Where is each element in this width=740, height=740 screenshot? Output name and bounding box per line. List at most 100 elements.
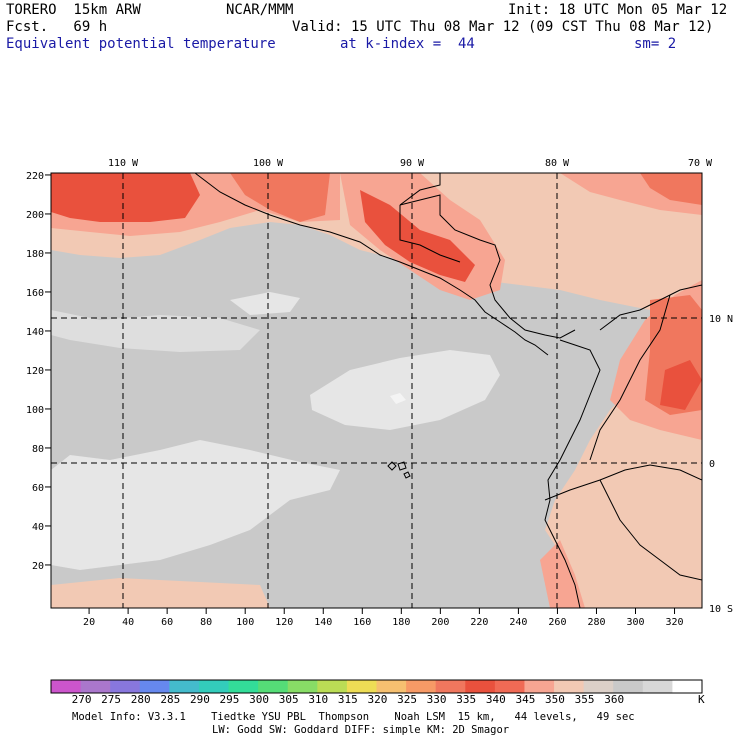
colorbar-swatch	[465, 680, 496, 693]
x-tick-label: 60	[161, 617, 173, 628]
colorbar	[51, 680, 703, 693]
x-tick-label: 240	[509, 617, 527, 628]
forecast-hour: Fcst. 69 h	[6, 19, 108, 35]
red-core-mexico	[230, 173, 330, 222]
colorbar-label: 355	[574, 693, 595, 706]
colorbar-label: 360	[604, 693, 625, 706]
y-tick-label: 120	[26, 366, 44, 377]
colorbar-swatch	[80, 680, 111, 693]
x-tick-label: 260	[548, 617, 566, 628]
x-tick-label: 220	[470, 617, 488, 628]
x-tick-label: 160	[353, 617, 371, 628]
colorbar-swatch	[110, 680, 141, 693]
colorbar-swatch	[524, 680, 555, 693]
colorbar-label: 345	[515, 693, 536, 706]
valid-time: Valid: 15 UTC Thu 08 Mar 12 (09 CST Thu …	[292, 19, 714, 35]
coast-caribbean	[399, 194, 576, 339]
colorbar-swatch	[494, 680, 525, 693]
x-tick-label: 40	[122, 617, 134, 628]
lat-label-10s: 10 S	[709, 604, 733, 615]
colorbar-swatch	[346, 680, 377, 693]
y-axis-ticks: 220 200 180 160 140 120 100 80 60 40 20	[26, 171, 51, 572]
lon-label-110w: 110 W	[108, 158, 139, 169]
colorbar-label: 320	[367, 693, 388, 706]
model-info-line1: Model Info: V3.3.1 Tiedtke YSU PBL Thomp…	[72, 711, 635, 723]
y-tick-label: 100	[26, 405, 44, 416]
x-tick-label: 280	[587, 617, 605, 628]
level-info: at k-index = 44	[340, 36, 475, 52]
x-tick-label: 200	[431, 617, 449, 628]
y-tick-label: 180	[26, 249, 44, 260]
colorbar-swatch	[198, 680, 230, 693]
coast-mexico-central-america	[194, 173, 549, 356]
lon-label-100w: 100 W	[253, 158, 284, 169]
smoothing-info: sm= 2	[634, 36, 677, 52]
border-ecuador-peru	[544, 464, 702, 501]
coast-colombia-ecuador	[544, 339, 601, 608]
colorbar-swatch	[258, 680, 289, 693]
colorbar-label: 340	[485, 693, 506, 706]
colorbar-label: 285	[160, 693, 181, 706]
colorbar-swatch	[169, 680, 200, 693]
center-name: NCAR/MMM	[226, 2, 294, 18]
y-tick-label: 60	[32, 483, 44, 494]
x-axis-ticks: 20 40 60 80 100 120 140 160 180 200 220 240 260 280 30…	[83, 608, 684, 628]
red-core-guatemala	[360, 190, 475, 282]
colorbar-label: 315	[337, 693, 358, 706]
init-time: Init: 18 UTC Mon 05 Mar 12	[508, 2, 728, 18]
colorbar-label: 270	[71, 693, 92, 706]
colorbar-swatch	[376, 680, 407, 693]
lon-label-90w: 90 W	[400, 158, 425, 169]
lon-label-70w: 70 W	[688, 158, 713, 169]
map-frame	[50, 172, 703, 609]
white-spot	[390, 393, 406, 404]
colorbar-label: 300	[249, 693, 269, 706]
colorbar-swatch	[583, 680, 614, 693]
light-gray-region-north	[51, 310, 260, 352]
field-name: Equivalent potential temperature	[6, 36, 276, 52]
theta-e-field	[51, 173, 702, 608]
colorbar-swatch	[287, 680, 318, 693]
lon-label-80w: 80 W	[545, 158, 570, 169]
colorbar-label: 290	[189, 693, 210, 706]
border-guatemala	[399, 205, 461, 263]
colorbar-label: 325	[397, 693, 417, 706]
colorbar-swatch	[642, 680, 673, 693]
colorbar-swatch	[435, 680, 466, 693]
colorbar-swatch	[139, 680, 170, 693]
lat-label-10n: 10 N	[709, 314, 733, 325]
colorbar-swatch	[554, 680, 585, 693]
y-tick-label: 140	[26, 327, 44, 338]
border-peru-brazil	[599, 479, 702, 581]
colorbar-swatch	[613, 680, 644, 693]
colorbar-swatch	[406, 680, 437, 693]
y-tick-label: 40	[32, 522, 44, 533]
colorbar-label: 310	[308, 693, 329, 706]
graticule	[51, 173, 702, 608]
x-tick-label: 320	[666, 617, 684, 628]
y-tick-label: 220	[26, 171, 44, 182]
y-tick-label: 160	[26, 288, 44, 299]
y-tick-label: 20	[32, 561, 44, 572]
colorbar-swatch	[228, 680, 259, 693]
colorbar-unit: K	[698, 693, 705, 706]
salmon-strip-south	[540, 540, 585, 608]
colorbar-label: 280	[130, 693, 151, 706]
colorbar-label: 295	[219, 693, 240, 706]
x-tick-label: 80	[200, 617, 212, 628]
border-colombia-venezuela	[589, 294, 671, 461]
lat-label-0: 0	[709, 459, 715, 470]
colorbar-frame	[50, 679, 703, 694]
colorbar-label: 350	[545, 693, 565, 706]
x-tick-label: 100	[236, 617, 254, 628]
y-tick-label: 200	[26, 210, 44, 221]
x-tick-label: 120	[275, 617, 293, 628]
red-core-northwest	[51, 173, 200, 222]
x-tick-label: 20	[83, 617, 95, 628]
colorbar-label: 305	[278, 693, 299, 706]
colorbar-swatch	[672, 680, 703, 693]
light-gray-region-central	[310, 350, 500, 430]
colorbar-swatch	[317, 680, 348, 693]
red-core-venezuela-inner	[660, 360, 702, 410]
